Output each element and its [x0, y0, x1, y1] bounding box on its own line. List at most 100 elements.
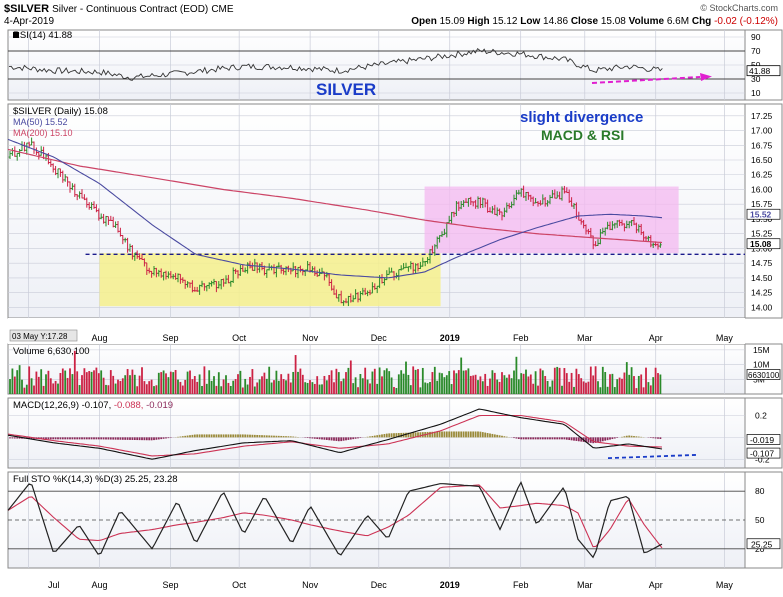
volume-bar	[487, 386, 489, 394]
lower-time-label: Aug	[92, 580, 108, 590]
volume-bar	[324, 376, 326, 394]
lower-time-label: Apr	[649, 580, 663, 590]
volume-bar	[451, 384, 453, 394]
volume-bar	[235, 379, 237, 394]
volume-bar	[434, 367, 436, 394]
macd-histogram-bar	[559, 437, 561, 439]
volume-bar	[396, 388, 398, 394]
volume-bar	[566, 373, 568, 394]
macd-legend-part: MACD(12,26,9)	[13, 400, 82, 411]
volume-bar	[69, 368, 71, 394]
volume-bar	[348, 368, 350, 394]
macd-histogram-bar	[88, 437, 90, 439]
macd-histogram-bar	[180, 436, 182, 437]
macd-histogram-bar	[328, 437, 330, 440]
volume-bar	[381, 376, 383, 394]
macd-histogram-bar	[295, 437, 297, 438]
volume-bar	[156, 385, 158, 394]
volume-bar	[477, 380, 479, 394]
macd-histogram-bar	[86, 437, 88, 439]
volume-bar	[336, 369, 338, 394]
macd-histogram-bar	[273, 436, 275, 438]
volume-bar	[501, 372, 503, 394]
volume-bar	[285, 380, 287, 394]
volume-bar	[148, 381, 150, 394]
price-tick-label: 14.50	[751, 273, 773, 283]
macd-histogram-bar	[144, 437, 146, 440]
macd-histogram-bar	[636, 436, 638, 437]
volume-bar	[343, 379, 345, 394]
upper-time-label: Aug	[92, 333, 108, 343]
volume-bar	[439, 373, 441, 394]
divergence-annotation: slight divergence	[520, 109, 643, 126]
macd-histogram-bar	[465, 431, 467, 437]
volume-bar	[559, 368, 561, 394]
volume-bar	[482, 381, 484, 394]
macd-histogram-bar	[264, 435, 266, 437]
volume-bar	[81, 375, 83, 394]
macd-histogram-bar	[506, 437, 508, 438]
volume-bar	[360, 374, 362, 394]
volume-bar	[633, 376, 635, 394]
macd-histogram-bar	[72, 437, 74, 439]
volume-bar	[600, 387, 602, 394]
volume-bar	[88, 371, 90, 394]
volume-bar	[602, 367, 604, 394]
volume-bar	[21, 380, 23, 394]
volume-bar	[494, 373, 496, 394]
macd-histogram-bar	[657, 437, 659, 438]
volume-bar	[309, 380, 311, 394]
volume-bar	[357, 387, 359, 394]
volume-bar	[484, 374, 486, 394]
volume-bar	[105, 385, 107, 394]
volume-bar	[499, 382, 501, 394]
macd-histogram-bar	[504, 436, 506, 437]
volume-bar	[400, 370, 402, 394]
volume-bar	[242, 388, 244, 394]
volume-bar	[280, 374, 282, 394]
macd-histogram-bar	[132, 437, 134, 440]
macd-histogram-bar	[355, 437, 357, 438]
macd-histogram-bar	[566, 437, 568, 439]
price-tick-label: 14.25	[751, 288, 773, 298]
macd-histogram-bar	[360, 437, 362, 438]
volume-bar	[76, 371, 78, 394]
volume-bar	[468, 368, 470, 394]
ma50-badge-text: 15.52	[750, 210, 772, 220]
upper-time-label: Dec	[371, 333, 388, 343]
volume-bar	[261, 376, 263, 394]
volume-bar	[187, 372, 189, 394]
volume-bar	[64, 371, 66, 394]
sto-legend: Full STO %K(14,3) %D(3) 25.25, 23.28	[13, 474, 178, 485]
volume-bar	[244, 379, 246, 394]
macd-histogram-bar	[597, 437, 599, 442]
volume-bar	[465, 370, 467, 394]
macd-histogram-bar	[412, 432, 414, 437]
volume-bar	[386, 368, 388, 394]
volume-bar	[619, 378, 621, 394]
macd-histogram-bar	[564, 437, 566, 439]
macd-histogram-bar	[158, 437, 160, 439]
macd-histogram-bar	[391, 433, 393, 437]
macd-histogram-bar	[108, 437, 110, 439]
macd-histogram-bar	[117, 437, 119, 439]
volume-bar	[367, 380, 369, 394]
volume-bar	[165, 373, 167, 394]
volume-bar	[33, 386, 35, 394]
macd-histogram-bar	[535, 437, 537, 439]
volume-bar	[331, 370, 333, 394]
macd-histogram-bar	[249, 435, 251, 438]
volume-bar	[504, 375, 506, 394]
macd-tick-label: 0.2	[755, 411, 767, 421]
macd-histogram-bar	[127, 437, 129, 439]
macd-histogram-bar	[393, 433, 395, 437]
macd-histogram-bar	[463, 431, 465, 437]
macd-histogram-bar	[340, 437, 342, 441]
volume-bar	[648, 382, 650, 394]
volume-tick-label: 10M	[753, 360, 770, 370]
macd-histogram-bar	[187, 436, 189, 438]
copyright-text: © StockCharts.com	[700, 3, 778, 13]
macd-histogram-bar	[501, 436, 503, 438]
volume-bar	[376, 384, 378, 394]
volume-tick-label: 15M	[753, 345, 770, 355]
